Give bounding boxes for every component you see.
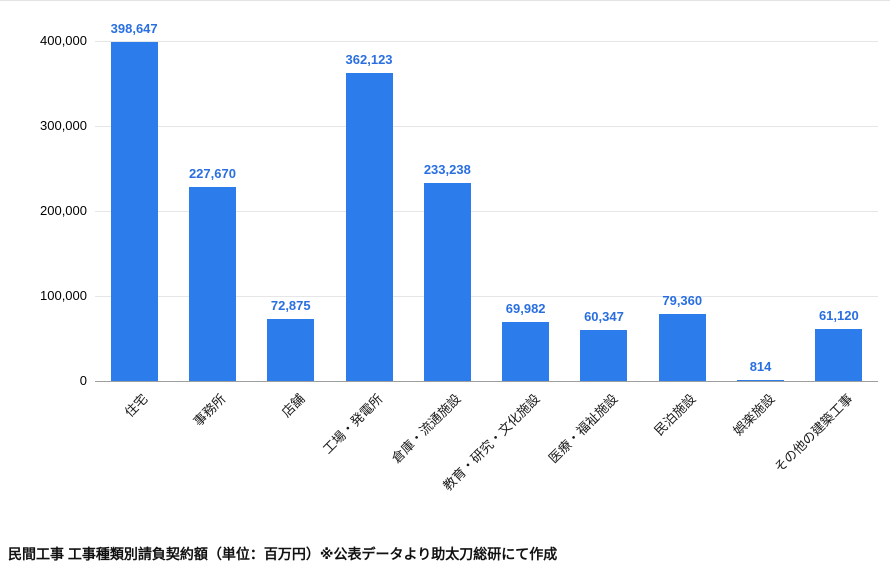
gridline: [95, 41, 878, 42]
bar-2: [267, 319, 315, 381]
bar-value-label: 233,238: [423, 161, 471, 177]
bar-3: [345, 73, 393, 381]
gridline: [95, 126, 878, 127]
bar-value-label: 79,360: [662, 292, 703, 308]
y-axis-tick-label: 200,000: [40, 203, 87, 218]
bar-value-label: 72,875: [270, 298, 311, 314]
bar-value-label: 398,647: [110, 21, 158, 37]
bar-value-label: 60,347: [584, 308, 624, 324]
x-axis-label: 娯楽施設: [729, 391, 778, 439]
gridline: [95, 296, 878, 297]
y-axis-tick-label: 300,000: [40, 118, 87, 133]
plot-area: 398,647 227,670 72,875 362,123 233,238 69,982…: [95, 21, 878, 382]
bar-0: [110, 42, 158, 381]
bar-9: [815, 329, 863, 381]
bar-1: [188, 187, 236, 381]
x-axis-label: その他の建築工事: [771, 391, 856, 476]
x-axis-label: 医療・福祉施設: [545, 391, 621, 466]
bar-value-label: 814: [749, 359, 772, 375]
bar-value-label: 61,120: [818, 308, 859, 324]
bar-value-label: 362,123: [345, 52, 393, 68]
x-axis-label: 倉庫・流通施設: [388, 391, 464, 466]
gridline: [95, 211, 878, 212]
y-axis-tick-label: 100,000: [40, 288, 87, 303]
x-axis-label: 工場・発電所: [319, 391, 386, 457]
bar-4: [423, 182, 471, 381]
chart-caption: 民間工事 工事種類別請負契約額（単位：百万円）※公表データより助太刀総研にて作成: [8, 546, 558, 562]
x-axis-label: 住宅: [121, 391, 151, 421]
x-axis-label: 店舗: [278, 391, 308, 421]
x-axis-label: 民泊施設: [651, 391, 699, 439]
bar-5: [502, 321, 550, 381]
bar-value-label: 227,670: [188, 166, 236, 182]
x-axis-label: 事務所: [190, 391, 230, 430]
bar-6: [580, 329, 628, 381]
x-axis-line: [95, 381, 878, 382]
bar-7: [658, 313, 706, 381]
y-axis-tick-label: 0: [79, 373, 87, 388]
y-axis-tick-label: 400,000: [40, 33, 87, 48]
bar-value-label: 69,982: [505, 300, 546, 316]
bar-8: [737, 380, 785, 381]
